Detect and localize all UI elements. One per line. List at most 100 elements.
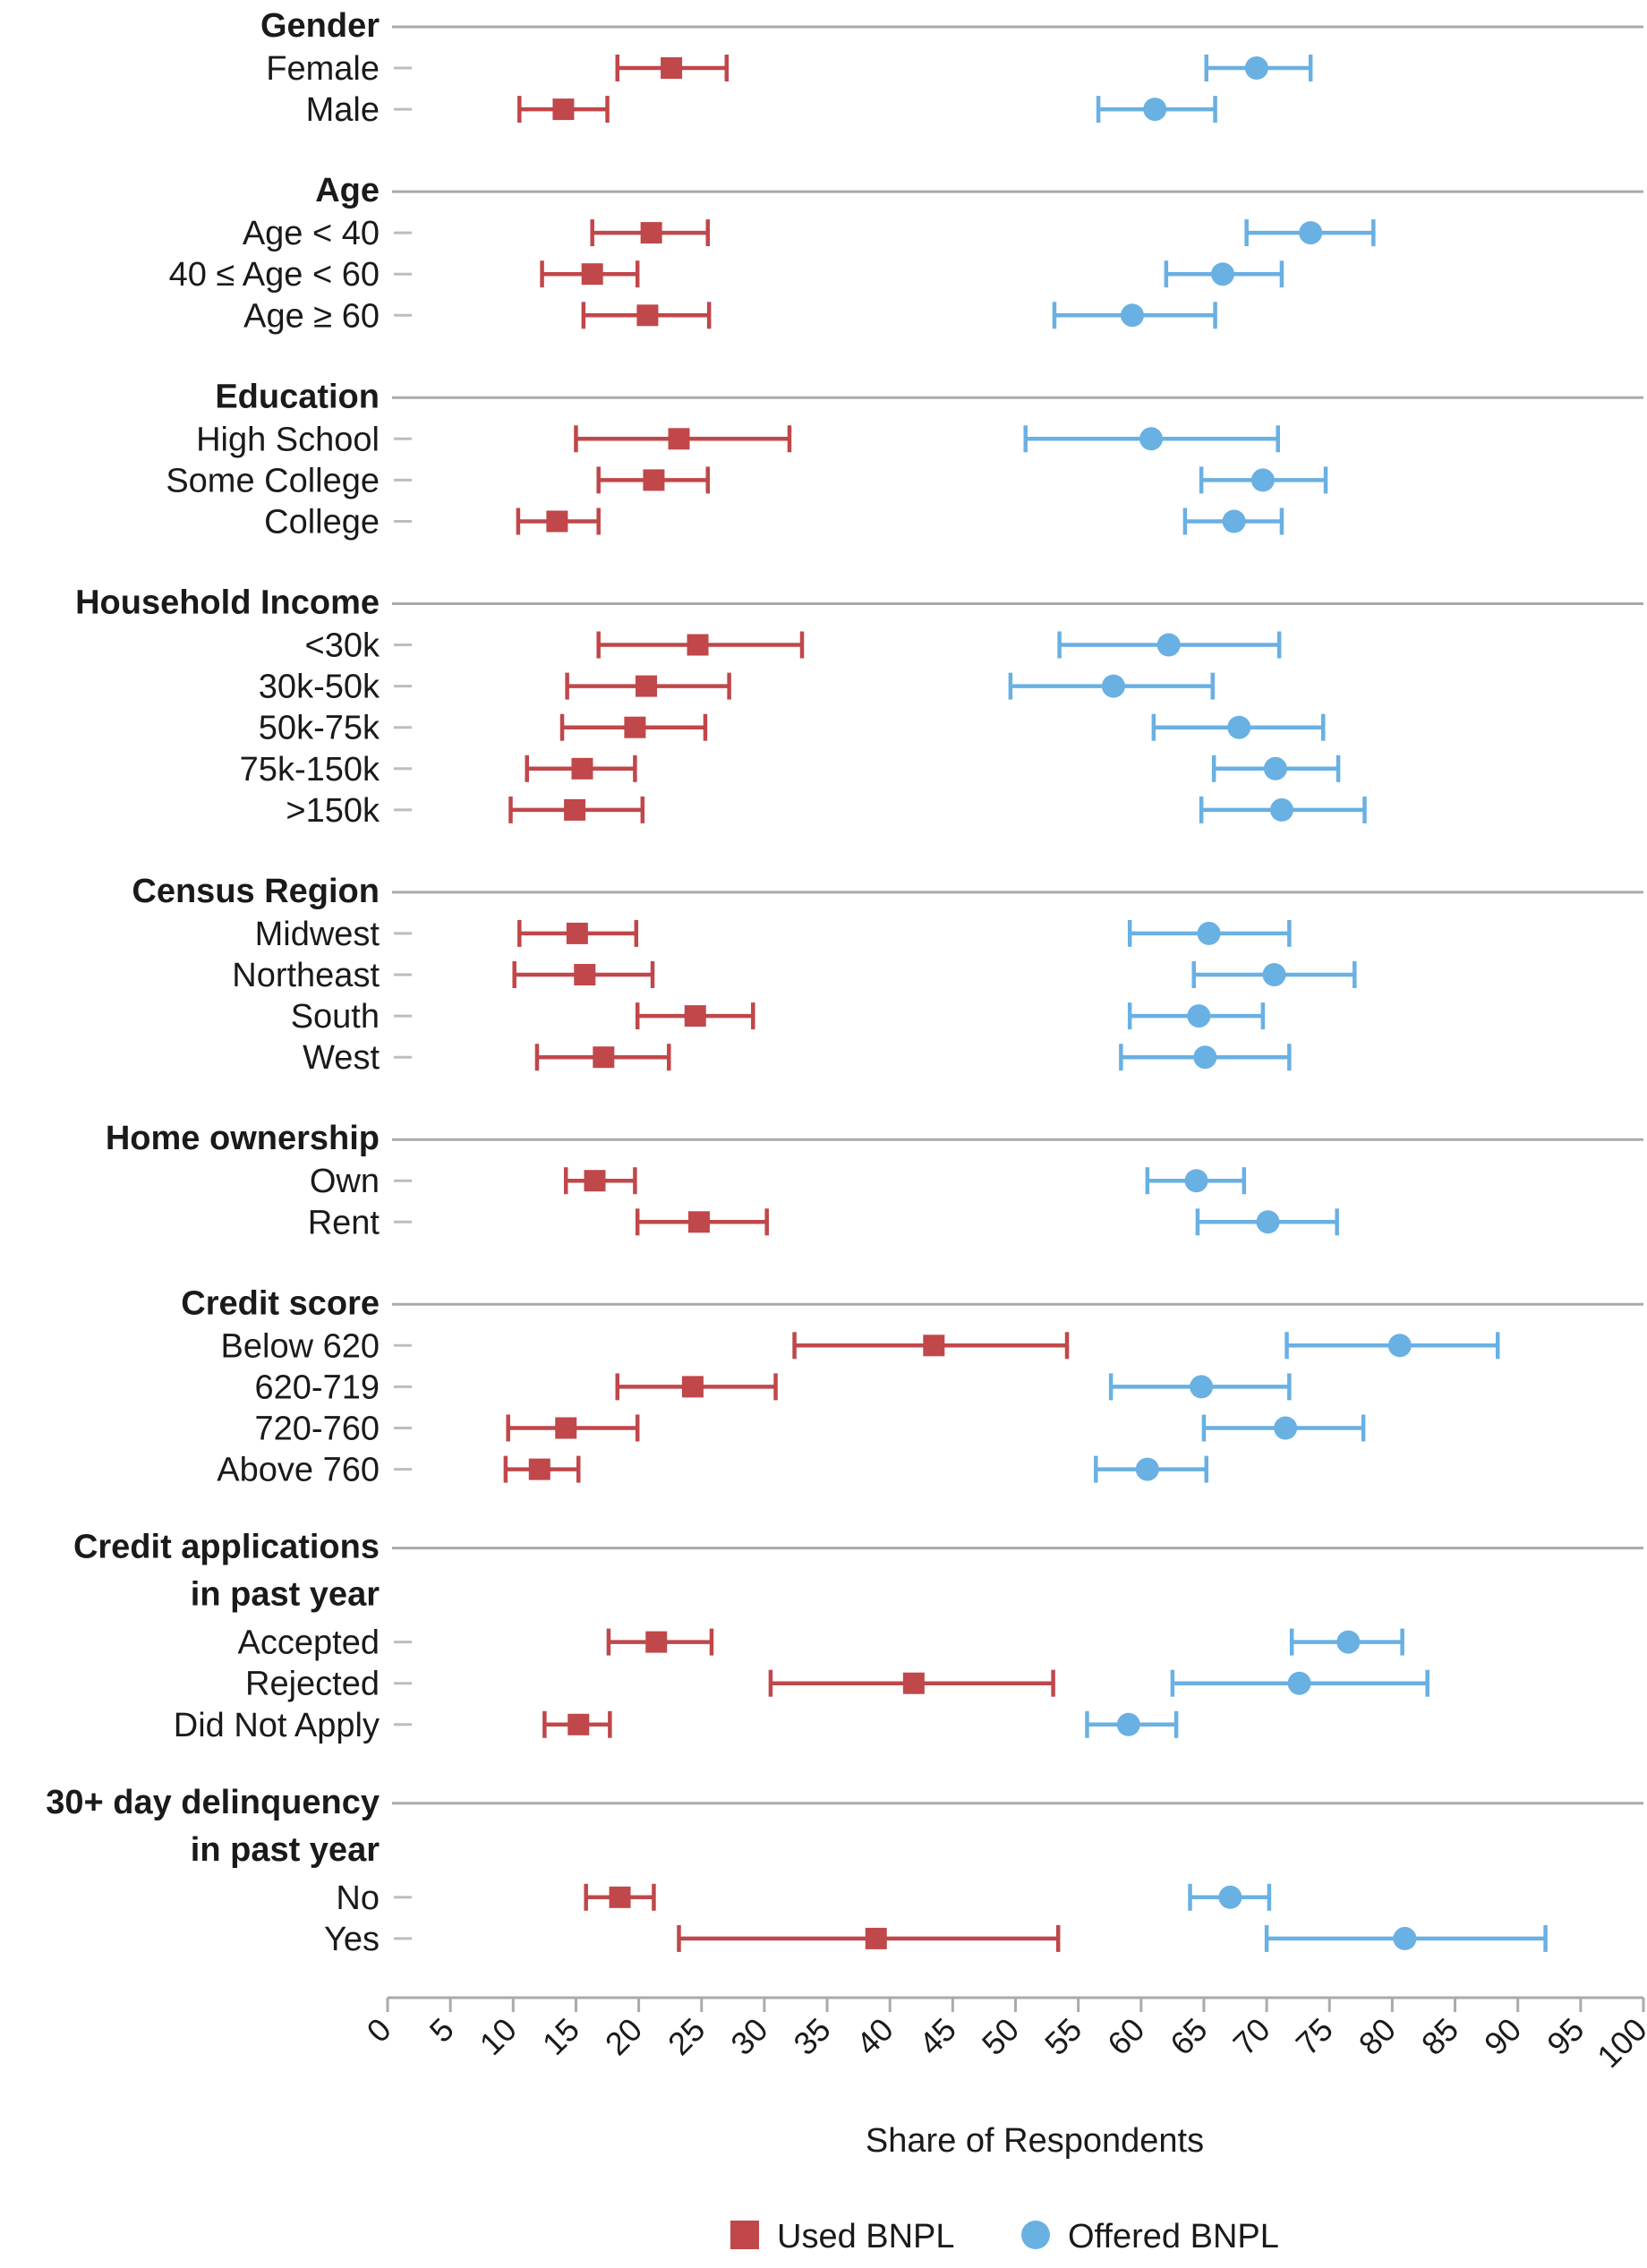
x-tick-label: 75 [1289,2011,1340,2062]
offered-bnpl-point [1287,1671,1311,1695]
group-title: Credit applications [73,1529,380,1566]
offered-bnpl-point [1256,1210,1280,1234]
offered-bnpl-point [1184,1169,1208,1193]
used-bnpl-point [902,1672,925,1694]
group-title: Home ownership [106,1120,380,1157]
used-bnpl-point [640,222,662,244]
offered-bnpl-point [1187,1004,1211,1028]
offered-bnpl-point [1190,1375,1214,1399]
group-title: Education [215,378,380,415]
row-label: Below 620 [221,1327,380,1365]
offered-bnpl-point [1262,963,1286,986]
row-label: High School [196,421,380,458]
used-bnpl-point [687,1211,710,1233]
row-label: Midwest [255,916,380,953]
used-bnpl-point [593,1046,615,1069]
used-bnpl-point [528,1458,550,1480]
used-bnpl-point [624,716,646,738]
offered-bnpl-point [1274,1416,1298,1440]
row-label: Age < 40 [243,215,380,252]
offered-bnpl-point [1387,1334,1412,1358]
row-label: 30k-50k [259,669,380,706]
offered-bnpl-point [1120,303,1144,328]
offered-bnpl-point [1210,262,1234,286]
used-bnpl-point [643,469,665,491]
offered-bnpl-point [1244,56,1268,80]
group-title: Household Income [75,584,380,622]
offered-bnpl-point [1222,509,1246,533]
offered-bnpl-point [1197,921,1221,945]
x-tick-label: 0 [360,2011,398,2050]
x-axis-label: Share of Respondents [866,2122,1204,2160]
row-label: Rent [308,1204,380,1241]
offered-bnpl-point [1263,756,1287,780]
offered-bnpl-point [1218,1885,1242,1909]
row-label: 620-719 [255,1368,380,1406]
used-bnpl-point [584,1170,606,1192]
legend: Used BNPL Offered BNPL [730,2218,1279,2255]
used-bnpl-point [923,1334,945,1357]
used-bnpl-point [574,964,596,985]
x-tick-label: 10 [473,2011,524,2062]
row-label: South [291,998,380,1036]
x-tick-label: 85 [1414,2011,1465,2062]
used-bnpl-point [684,1005,706,1027]
group-title: Credit score [181,1284,380,1322]
x-tick-label: 45 [912,2011,963,2062]
group-title: in past year [191,1831,380,1869]
row-label: Rejected [245,1666,380,1703]
row-label: <30k [305,627,380,665]
row-label: 720-760 [255,1411,380,1448]
x-tick-label: 35 [786,2011,837,2062]
offered-bnpl-point [1143,98,1167,122]
offered-bnpl-point [1101,674,1125,698]
offered-bnpl-point [1116,1712,1140,1736]
row-label: Male [306,91,380,129]
used-bnpl-point [571,757,593,780]
x-tick-label: 25 [661,2011,712,2062]
row-label: 40 ≤ Age < 60 [169,256,380,294]
used-bnpl-point [645,1631,668,1653]
row-label: Age ≥ 60 [243,297,380,335]
legend-label: Offered BNPL [1068,2218,1279,2255]
gridlines [392,25,1643,1940]
row-label: Accepted [238,1624,380,1662]
x-tick-label: 55 [1037,2011,1088,2062]
used-bnpl-point [581,263,603,286]
offered-bnpl-point [1227,715,1251,739]
x-tick-label: 50 [975,2011,1026,2062]
x-tick-label: 20 [598,2011,649,2062]
x-tick-label: 40 [849,2011,900,2062]
offered-bnpl-point [1299,221,1323,245]
used-bnpl-point [636,304,659,327]
group-title: Age [315,172,380,209]
group-title: Gender [260,7,380,45]
used-bnpl-point [636,675,658,697]
row-label: Did Not Apply [174,1707,380,1744]
x-tick-label: 100 [1590,2011,1647,2075]
x-tick-label: 30 [723,2011,774,2062]
legend-used-swatch [730,2221,759,2249]
offered-bnpl-point [1393,1926,1417,1950]
x-tick-label: 80 [1352,2011,1403,2062]
used-bnpl-point [687,634,709,656]
used-bnpl-point [555,1417,577,1439]
row-label: Female [266,50,380,88]
used-bnpl-point [566,922,588,944]
legend-offered-swatch [1021,2221,1050,2249]
row-label: Northeast [232,957,380,994]
x-tick-label: 95 [1540,2011,1591,2062]
x-axis: 0 5 10 15 20 25 30 35 40 45 50 55 60 65 70 75 80 85 90 9510… [360,1996,1647,2075]
used-bnpl-point [668,428,690,450]
used-bnpl-point [865,1927,887,1949]
offered-bnpl-point [1139,427,1164,451]
used-bnpl-point [546,510,568,533]
row-label: >150k [286,792,380,830]
group-title: in past year [191,1576,380,1614]
group-title: 30+ day delinquency [46,1784,380,1821]
row-label: West [303,1039,380,1077]
row-label: Own [310,1163,380,1200]
x-tick-label: 90 [1477,2011,1528,2062]
